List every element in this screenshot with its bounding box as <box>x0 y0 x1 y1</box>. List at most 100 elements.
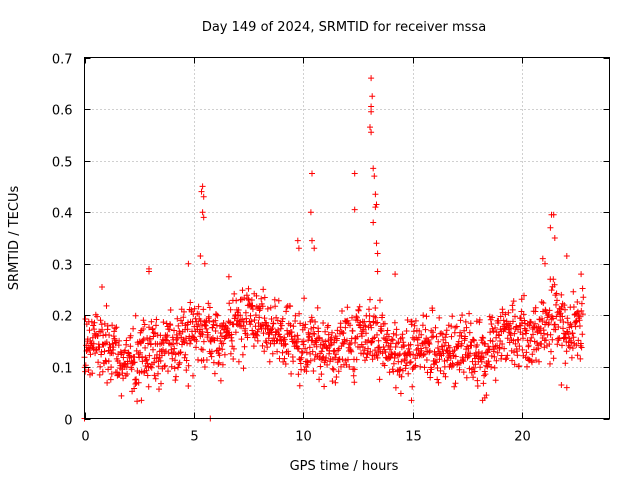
data-point <box>99 368 106 375</box>
data-point <box>367 124 373 131</box>
data-point <box>360 344 366 350</box>
data-point <box>539 318 546 324</box>
data-point <box>152 375 159 382</box>
data-point <box>550 315 556 322</box>
data-point <box>554 297 560 304</box>
data-point <box>373 201 380 208</box>
data-point <box>452 353 459 360</box>
data-point <box>96 371 103 378</box>
data-point <box>264 325 271 332</box>
y-tick-label: 0.1 <box>52 362 73 377</box>
data-point <box>518 315 524 322</box>
data-point <box>401 356 408 363</box>
data-point <box>559 342 565 349</box>
data-point <box>215 361 222 367</box>
data-point <box>510 318 516 325</box>
data-point <box>501 345 508 352</box>
data-point <box>315 328 322 335</box>
data-point <box>288 329 295 336</box>
data-point <box>509 306 516 313</box>
data-point <box>480 380 487 387</box>
data-point <box>113 324 120 331</box>
data-point <box>422 344 429 351</box>
data-point <box>140 317 147 324</box>
data-point <box>526 322 533 329</box>
data-point <box>448 323 455 330</box>
data-point <box>164 332 171 339</box>
data-point <box>153 322 159 329</box>
data-point <box>558 382 565 388</box>
data-point <box>373 320 379 327</box>
data-point <box>492 377 499 384</box>
data-point <box>311 245 318 252</box>
data-point <box>552 321 558 328</box>
data-point <box>199 209 206 216</box>
data-point <box>387 340 394 347</box>
data-point <box>296 310 303 317</box>
data-point <box>563 253 570 259</box>
data-point <box>201 260 208 267</box>
data-point <box>521 292 527 299</box>
data-point <box>499 341 506 347</box>
data-point <box>324 361 331 368</box>
data-point <box>199 331 206 338</box>
data-point <box>467 320 474 327</box>
data-point <box>144 372 151 379</box>
data-point <box>263 339 270 346</box>
data-point <box>185 319 191 326</box>
data-point <box>434 376 441 383</box>
data-point <box>368 324 375 331</box>
data-point <box>258 295 265 302</box>
data-point <box>492 324 499 331</box>
data-point <box>405 370 412 377</box>
data-point <box>509 357 515 364</box>
data-point <box>373 240 380 247</box>
data-point <box>410 351 417 358</box>
data-point <box>541 330 547 337</box>
data-point <box>466 329 473 336</box>
data-point <box>457 317 464 324</box>
data-point <box>532 304 539 311</box>
data-point <box>409 383 416 390</box>
data-point <box>306 333 313 340</box>
data-point <box>260 286 267 293</box>
data-point <box>142 344 149 351</box>
data-point <box>473 318 480 325</box>
data-point <box>302 345 309 352</box>
data-point <box>183 357 190 364</box>
data-point <box>428 366 435 373</box>
data-point <box>290 323 297 330</box>
data-point <box>391 319 398 326</box>
data-point <box>181 339 188 346</box>
data-point <box>162 362 168 369</box>
data-point <box>105 358 112 365</box>
data-point <box>554 341 561 348</box>
data-point <box>187 299 194 306</box>
data-point <box>485 358 492 365</box>
data-point <box>143 357 150 364</box>
data-point <box>489 338 496 345</box>
data-point <box>204 331 211 338</box>
data-point <box>110 350 117 357</box>
data-point <box>329 365 336 372</box>
data-point <box>126 353 133 360</box>
data-point <box>528 334 535 341</box>
data-point <box>456 366 463 373</box>
data-point <box>231 290 238 297</box>
data-point <box>279 349 286 356</box>
data-point <box>242 309 249 316</box>
data-point <box>138 397 145 404</box>
data-point <box>572 318 579 325</box>
data-point <box>245 296 252 302</box>
data-point <box>233 297 240 304</box>
data-point <box>321 383 328 390</box>
data-point <box>399 331 406 338</box>
data-point <box>552 326 559 333</box>
data-point <box>200 338 207 345</box>
data-point <box>416 328 423 334</box>
data-point <box>158 380 164 387</box>
data-point <box>212 328 219 334</box>
data-point <box>442 334 449 341</box>
data-point <box>440 350 447 357</box>
data-point <box>340 330 347 336</box>
